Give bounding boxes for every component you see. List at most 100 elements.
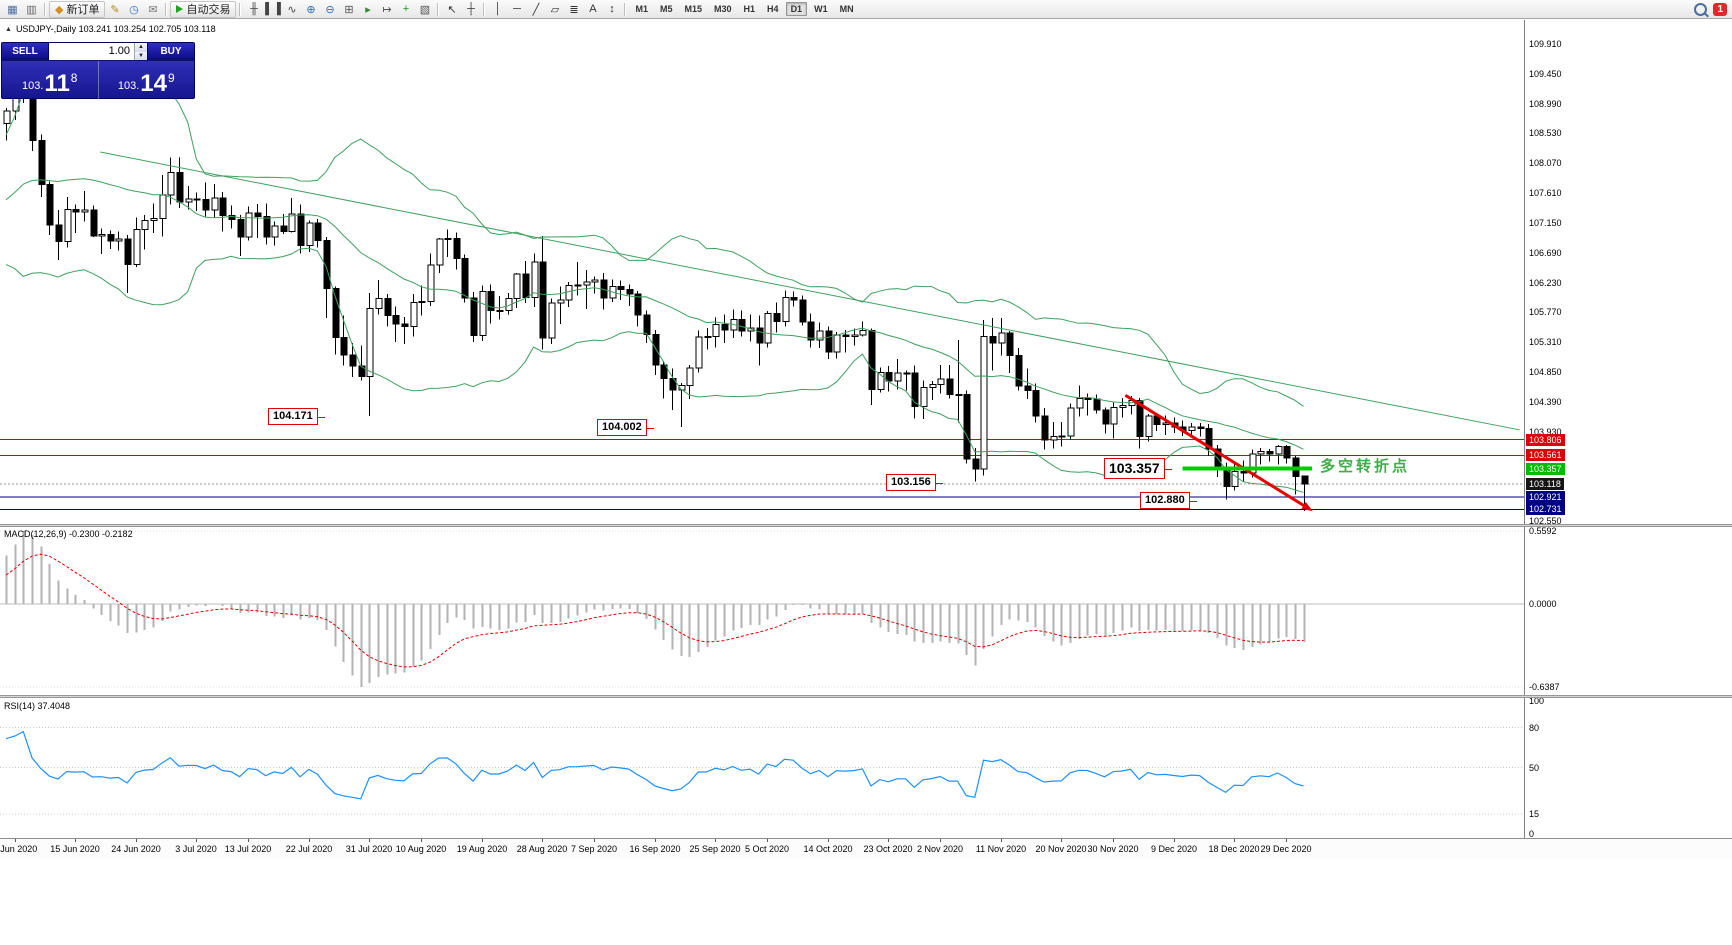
candle xyxy=(64,196,72,248)
candle-body xyxy=(306,222,314,247)
candle xyxy=(410,294,418,337)
profiles-icon[interactable]: ▥ xyxy=(26,3,37,16)
vline-icon[interactable]: │ xyxy=(494,3,502,15)
templates-icon[interactable]: ▧ xyxy=(419,3,431,16)
text-icon[interactable]: A xyxy=(589,3,597,15)
timeframe-button-w1[interactable]: W1 xyxy=(814,4,828,14)
candle-body xyxy=(1006,332,1014,357)
sell-button[interactable]: SELL xyxy=(2,43,49,60)
candles-chart-icon[interactable]: ▌▐ xyxy=(265,3,281,15)
new-order-button[interactable]: ◆ 新订单 xyxy=(49,0,106,18)
candle-body xyxy=(470,297,478,337)
candle xyxy=(55,209,63,260)
panel-divider[interactable] xyxy=(0,695,1732,698)
search-icon[interactable] xyxy=(1694,2,1708,16)
resistance-trendline[interactable] xyxy=(100,151,1520,431)
timeframe-button-m1[interactable]: M1 xyxy=(635,4,648,14)
timeframe-button-h4[interactable]: H4 xyxy=(767,4,779,14)
candle xyxy=(219,191,227,232)
date-axis[interactable]: 4 Jun 2020 15 Jun 2020 24 Jun 2020 3 Jul 20… xyxy=(0,838,1732,859)
chart-shift-icon[interactable]: ↦ xyxy=(382,3,392,16)
panel-divider[interactable] xyxy=(0,524,1732,527)
ask-price-display[interactable]: 103. 14 9 xyxy=(99,61,195,99)
line-chart-icon[interactable]: ∿ xyxy=(287,3,297,16)
price-label-103357[interactable]: 103.357 xyxy=(1104,458,1172,479)
candle xyxy=(548,298,556,345)
lot-up-button[interactable]: ▲ xyxy=(135,43,147,52)
macd-axis-label: 0.5592 xyxy=(1529,526,1557,536)
notifications-badge[interactable]: 1 xyxy=(1713,2,1727,16)
main-chart[interactable] xyxy=(0,20,1524,525)
autoscroll-icon[interactable]: ▸ xyxy=(365,3,371,16)
candle-body xyxy=(946,378,954,396)
timeframe-button-m15[interactable]: M15 xyxy=(684,4,703,14)
candle-body xyxy=(487,291,495,311)
candle-body xyxy=(591,279,599,283)
price-label-103156[interactable]: 103.156 xyxy=(886,474,943,491)
buy-button[interactable]: BUY xyxy=(147,43,194,60)
candle xyxy=(202,182,210,217)
candle xyxy=(453,232,461,270)
trendline-icon[interactable]: ╱ xyxy=(532,3,540,16)
ask-big-digits: 14 xyxy=(140,70,167,97)
candle xyxy=(816,322,824,348)
macd-panel[interactable] xyxy=(0,527,1524,695)
lot-down-button[interactable]: ▼ xyxy=(135,51,147,60)
arrows-icon[interactable]: ↕ xyxy=(609,3,615,15)
bid-price-display[interactable]: 103. 11 8 xyxy=(2,61,99,99)
fibonacci-icon[interactable]: ≣ xyxy=(569,3,579,16)
timeframe-button-m30[interactable]: M30 xyxy=(714,4,732,14)
price-axis-label: 103.930 xyxy=(1529,426,1562,437)
candle-body xyxy=(254,212,262,217)
date-label: 14 Oct 2020 xyxy=(803,844,853,854)
zoom-in-icon[interactable]: ⊕ xyxy=(306,3,316,16)
hline-icon[interactable]: ─ xyxy=(513,3,521,15)
ask-prefix: 103. xyxy=(117,80,140,92)
toolbar: ▦ ▥ ◆ 新订单 ✎ ◷ ✉ 自动交易 ╫ ▌▐ ∿ ⊕ ⊖ ⊞ ▸ ↦ + ▧ ↖ ┼ │ ─ ╱ ▱ ≣ A ↕… xyxy=(0,0,1732,19)
candle-body xyxy=(436,238,444,266)
rsi-panel[interactable] xyxy=(0,698,1524,837)
one-click-toggle-icon[interactable]: ▲ xyxy=(5,25,12,33)
candle xyxy=(591,276,599,294)
candle-body xyxy=(228,215,236,221)
timeframe-button-d1[interactable]: D1 xyxy=(785,2,808,16)
candle-body xyxy=(937,378,945,385)
price-label-104002[interactable]: 104.002 xyxy=(597,419,654,436)
toolbar-separator xyxy=(239,2,242,16)
zoom-out-icon[interactable]: ⊖ xyxy=(325,3,335,16)
tile-windows-icon[interactable]: ⊞ xyxy=(344,3,354,16)
candle-body xyxy=(496,309,504,312)
metaeditor-icon[interactable]: ✎ xyxy=(110,3,120,16)
bars-chart-icon[interactable]: ╫ xyxy=(250,3,258,15)
date-label: 13 Jul 2020 xyxy=(224,844,272,854)
candle-body xyxy=(185,198,193,203)
candle xyxy=(1136,397,1144,449)
date-label: 25 Sep 2020 xyxy=(689,844,741,854)
lot-size-input[interactable]: 1.00 xyxy=(108,45,130,57)
candle xyxy=(1283,445,1291,464)
timeframe-button-h1[interactable]: H1 xyxy=(743,4,756,14)
new-chart-icon[interactable]: ▦ xyxy=(7,3,18,16)
candle xyxy=(600,272,608,310)
candle-body xyxy=(868,329,876,390)
cursor-icon[interactable]: ↖ xyxy=(447,3,457,16)
channel-icon[interactable]: ▱ xyxy=(550,3,560,16)
red-arrow-trendline[interactable] xyxy=(1124,393,1309,510)
timeframe-group: M1 M5 M15 M30 H1 H4 D1 W1 MN xyxy=(629,2,859,16)
candle xyxy=(929,381,937,400)
candle-body xyxy=(756,327,764,344)
date-label: 31 Jul 2020 xyxy=(345,844,393,854)
timeframe-button-m5[interactable]: M5 xyxy=(659,4,673,14)
candle xyxy=(1197,423,1205,437)
indicators-icon[interactable]: + xyxy=(402,3,410,15)
price-axis[interactable]: 109.910 109.450 108.990 108.530 108.070 107.6… xyxy=(1524,20,1732,839)
autotrading-button[interactable]: 自动交易 xyxy=(170,0,237,18)
crosshair-icon[interactable]: ┼ xyxy=(467,3,475,15)
mail-icon[interactable]: ✉ xyxy=(148,3,158,16)
alerts-icon[interactable]: ◷ xyxy=(129,3,139,16)
candle-body xyxy=(660,364,668,379)
annotation-text[interactable]: 多空转折点 xyxy=(1320,458,1411,475)
price-label-104171[interactable]: 104.171 xyxy=(268,408,325,425)
price-label-102880[interactable]: 102.880 xyxy=(1140,492,1197,509)
timeframe-button-mn[interactable]: MN xyxy=(839,4,854,14)
